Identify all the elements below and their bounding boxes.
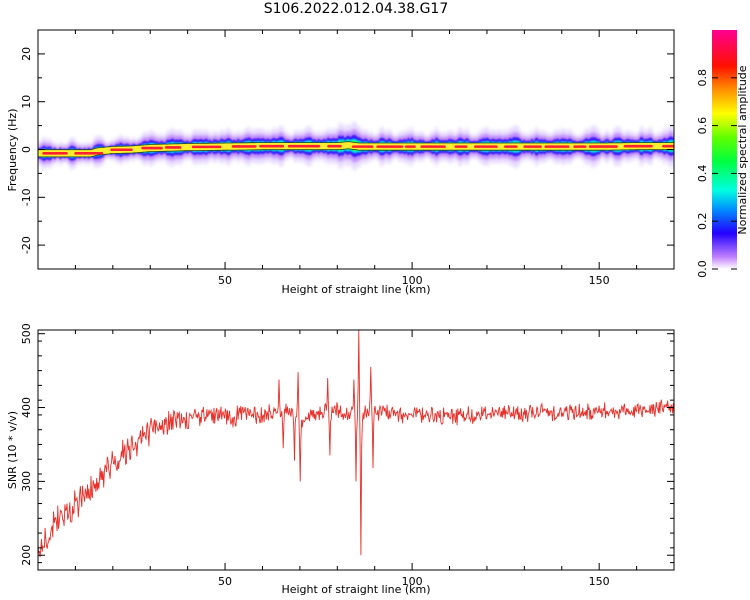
colorbar-tick-label: 0.8	[696, 69, 709, 87]
x-tick-label: 150	[589, 274, 610, 287]
snr-line-layer	[38, 330, 674, 558]
y-tick-label: -20	[20, 236, 33, 254]
spectrogram-ticks: 50 100 150 -20 -10 0 10 20	[20, 30, 675, 287]
y-tick-label: 20	[20, 47, 33, 61]
x-tick-label: 50	[218, 575, 232, 588]
y-tick-label: 400	[20, 397, 33, 418]
colorbar-ticks: 0.0 0.2 0.4 0.6 0.8	[696, 69, 737, 278]
colorbar-tick-label: 0.4	[696, 165, 709, 183]
x-tick-label: 100	[402, 274, 423, 287]
spectrogram-panel: 50 100 150 -20 -10 0 10 20 Height of straight l…	[6, 29, 675, 296]
y-tick-label: 300	[20, 471, 33, 492]
y-tick-label: 10	[20, 95, 33, 109]
spectrogram-x-label: Height of straight line (km)	[281, 283, 430, 296]
snr-x-label: Height of straight line (km)	[281, 583, 430, 596]
y-tick-label: 0	[20, 146, 33, 153]
chart-title: S106.2022.012.04.38.G17	[263, 1, 449, 17]
colorbar-tick-label: 0.2	[696, 212, 709, 230]
colorbar-tick-label: 0.0	[696, 260, 709, 278]
y-tick-label: 200	[20, 545, 33, 566]
y-tick-label: -10	[20, 188, 33, 206]
colorbar: 0.0 0.2 0.4 0.6 0.8 Normalized spectral ampl…	[696, 30, 749, 278]
spectrogram-y-label: Frequency (Hz)	[6, 109, 19, 192]
colorbar-gradient	[712, 30, 737, 269]
x-tick-label: 100	[402, 575, 423, 588]
y-tick-label: 500	[20, 323, 33, 344]
snr-series-line	[38, 330, 674, 558]
snr-y-label: SNR (10 * v/v)	[6, 411, 19, 489]
colorbar-tick-label: 0.6	[696, 117, 709, 135]
snr-panel: 50 100 150 200 300 400 500 Height of straight …	[6, 323, 675, 596]
x-tick-label: 50	[218, 274, 232, 287]
snr-ticks: 50 100 150 200 300 400 500	[20, 323, 675, 588]
x-tick-label: 150	[589, 575, 610, 588]
spectrogram-heatmap	[38, 120, 674, 171]
snr-frame	[37, 329, 675, 571]
colorbar-label: Normalized spectral amplitude	[736, 65, 749, 234]
